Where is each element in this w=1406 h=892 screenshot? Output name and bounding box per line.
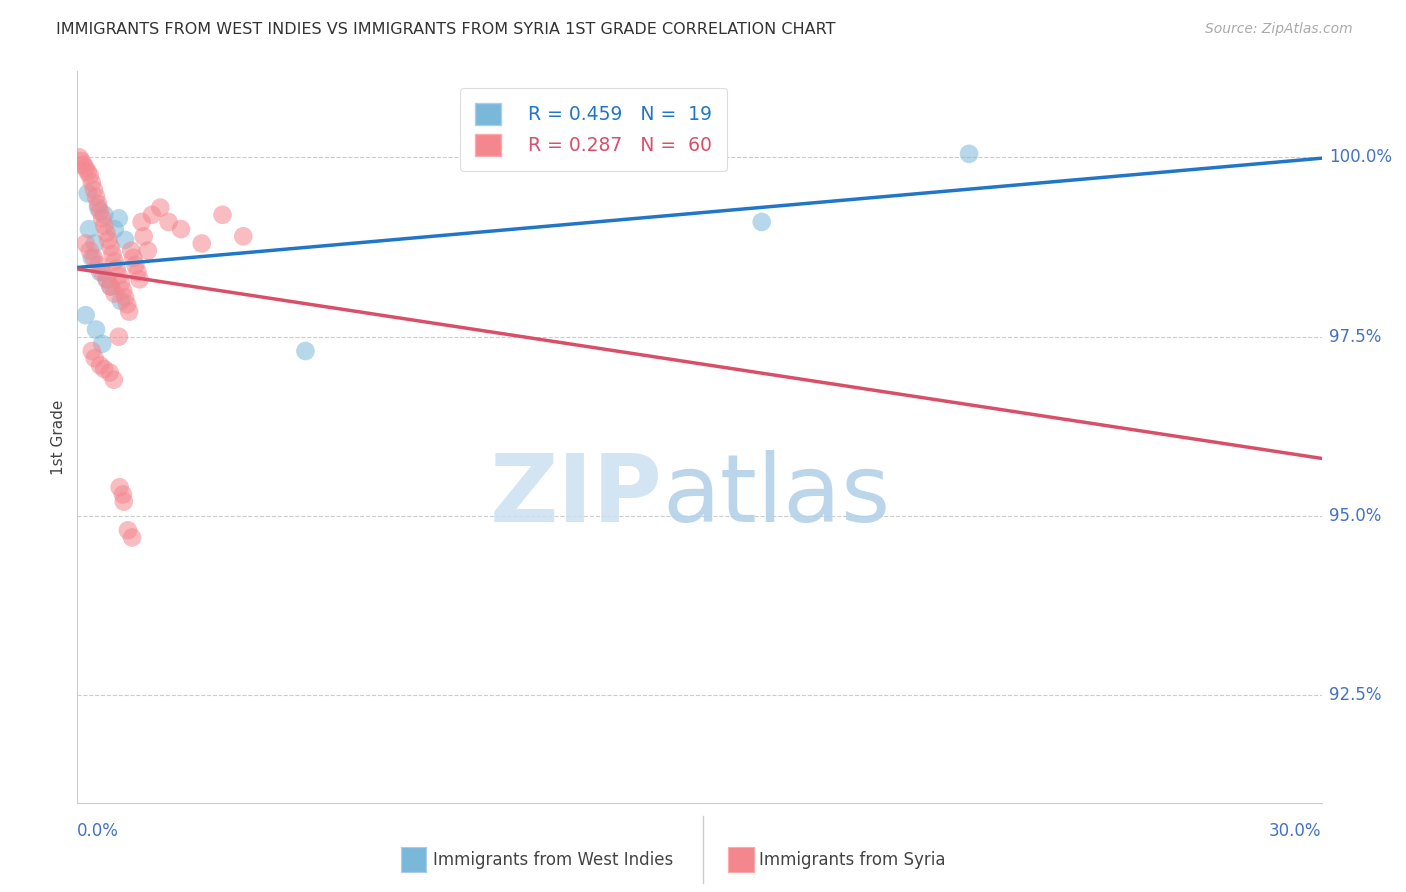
Point (124, 258, 146, 272)
Point (98, 366, 121, 380)
Point (93, 208, 115, 222)
Point (96, 272, 118, 286)
Point (77, 222, 100, 236)
Point (211, 208, 233, 222)
Point (170, 222, 193, 236)
Point (110, 293, 132, 308)
Point (120, 244, 142, 258)
Point (131, 215, 153, 229)
Point (100, 279, 122, 293)
Point (157, 215, 180, 229)
Point (112, 494, 135, 508)
Point (87, 197, 110, 211)
Point (84, 322, 107, 336)
Point (121, 531, 143, 545)
Text: 30.0%: 30.0% (1270, 822, 1322, 840)
Point (141, 208, 163, 222)
Point (105, 261, 128, 276)
Text: IMMIGRANTS FROM WEST INDIES VS IMMIGRANTS FROM SYRIA 1ST GRADE CORRELATION CHART: IMMIGRANTS FROM WEST INDIES VS IMMIGRANT… (56, 22, 835, 37)
Point (128, 272, 150, 286)
Point (104, 254, 127, 268)
Point (89, 265, 111, 279)
Point (75, 236, 97, 251)
Point (101, 247, 124, 261)
Point (93, 219, 115, 233)
Text: Immigrants from Syria: Immigrants from Syria (759, 851, 946, 869)
Point (103, 373, 125, 387)
Point (115, 297, 138, 311)
Point (96, 226, 118, 240)
Point (96, 272, 118, 286)
Point (122, 251, 145, 265)
Point (100, 279, 122, 293)
Point (67, 150, 90, 164)
Point (104, 286, 127, 301)
Point (117, 524, 139, 538)
Point (70, 153, 93, 168)
Point (111, 283, 134, 297)
Point (80, 251, 103, 265)
Point (191, 236, 214, 251)
Text: Source: ZipAtlas.com: Source: ZipAtlas.com (1205, 22, 1353, 37)
Point (83, 351, 105, 366)
Point (84, 190, 107, 204)
Point (87, 258, 110, 272)
Point (83, 183, 105, 197)
Point (89, 204, 111, 219)
Point (751, 215, 773, 229)
Point (97, 233, 120, 247)
Point (149, 201, 172, 215)
Point (114, 233, 136, 247)
Point (72, 158, 94, 172)
Point (957, 146, 980, 161)
Text: ZIP: ZIP (489, 450, 662, 541)
Point (91, 336, 114, 351)
Point (76, 186, 98, 201)
Text: 100.0%: 100.0% (1329, 148, 1392, 167)
Point (136, 244, 159, 258)
Text: 97.5%: 97.5% (1329, 327, 1381, 346)
Point (79, 169, 101, 183)
Point (75, 308, 97, 322)
Text: 0.0%: 0.0% (77, 822, 120, 840)
Text: atlas: atlas (662, 450, 890, 541)
Point (294, 344, 316, 359)
Point (80, 344, 103, 359)
Point (91, 265, 114, 279)
Point (91, 211, 114, 226)
Y-axis label: 1st Grade: 1st Grade (51, 400, 66, 475)
Point (83, 251, 105, 265)
Point (80, 176, 103, 190)
Point (232, 229, 254, 244)
Point (87, 201, 110, 215)
Point (104, 222, 127, 236)
Text: Immigrants from West Indies: Immigrants from West Indies (433, 851, 673, 869)
Point (79, 244, 101, 258)
Point (108, 480, 131, 494)
Point (108, 211, 129, 226)
Text: 92.5%: 92.5% (1329, 686, 1381, 705)
Point (100, 240, 122, 254)
Point (114, 290, 136, 304)
Point (127, 265, 149, 279)
Point (89, 359, 111, 373)
Point (108, 268, 129, 283)
Point (111, 487, 134, 501)
Point (76, 165, 98, 179)
Point (83, 236, 105, 251)
Point (108, 329, 129, 343)
Point (93, 362, 115, 376)
Point (110, 276, 132, 290)
Text: 95.0%: 95.0% (1329, 507, 1381, 525)
Point (118, 304, 141, 318)
Legend:   R = 0.459   N =  19,   R = 0.287   N =  60: R = 0.459 N = 19, R = 0.287 N = 60 (460, 88, 727, 170)
Point (75, 161, 97, 176)
Point (132, 229, 155, 244)
